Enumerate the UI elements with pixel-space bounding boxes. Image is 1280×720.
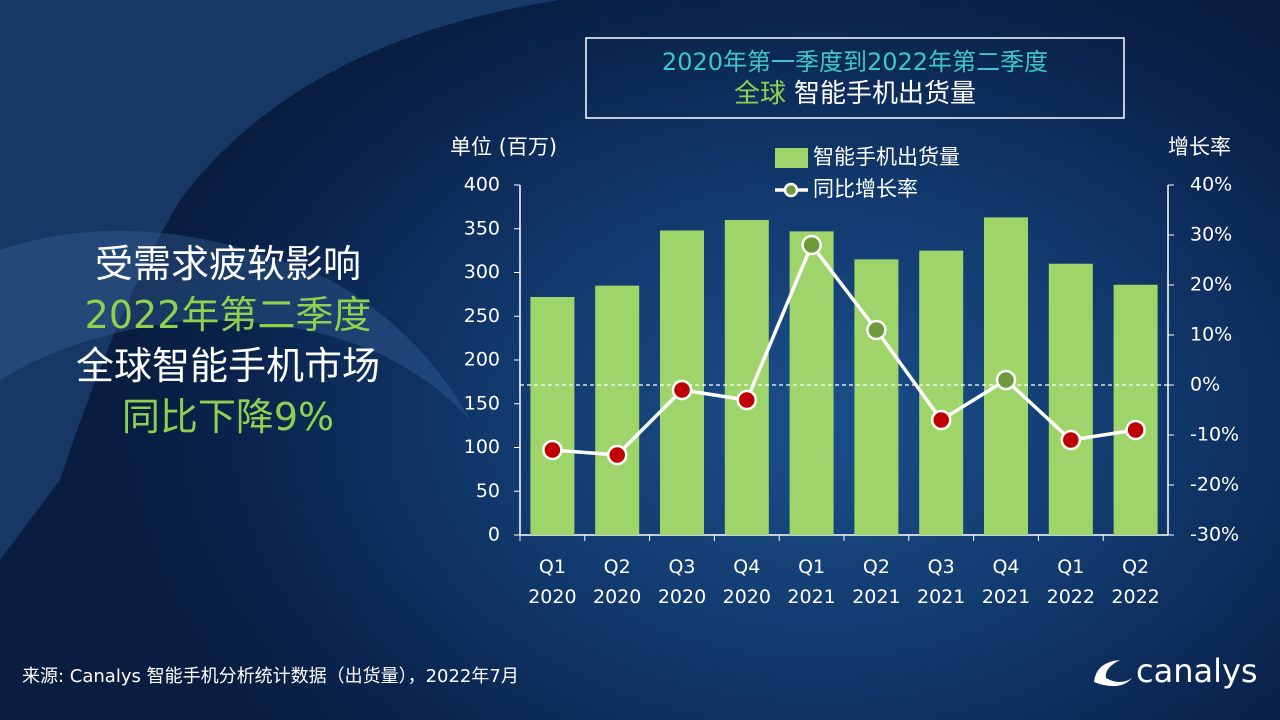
logo-text: canalys	[1136, 652, 1258, 690]
bar	[530, 297, 575, 535]
x-tick-label: Q3 2020	[657, 556, 707, 608]
y2-axis-label: 增长率	[1168, 135, 1231, 159]
growth-marker	[671, 379, 693, 401]
x-tick-label: Q2 2020	[593, 556, 642, 608]
x-tick-label: Q1 2021	[787, 556, 836, 608]
x-tick-label: Q4 2020	[722, 556, 771, 608]
x-tick-label: Q2 2021	[852, 556, 901, 608]
y-tick-label: 250	[464, 305, 500, 327]
subtitle-highlight: 全球	[734, 79, 786, 109]
growth-marker	[1060, 429, 1082, 451]
title-box	[585, 37, 1125, 119]
x-tick-label: Q2 2022	[1111, 556, 1160, 608]
bar	[724, 220, 769, 535]
subtitle-text: 智能手机出货量	[794, 79, 976, 109]
y-axis-label: 单位 (百万)	[450, 135, 557, 159]
legend-swatch	[775, 148, 808, 168]
growth-line	[552, 241, 1136, 457]
growth-marker	[866, 319, 887, 341]
y2-tick-label: -30%	[1190, 524, 1239, 546]
growth-marker	[606, 444, 628, 466]
y2-tick-label: 10%	[1190, 324, 1232, 346]
bar	[854, 259, 899, 535]
y2-tick-label: 20%	[1190, 274, 1232, 296]
y-tick-label: 0	[488, 524, 500, 546]
x-tick-label: Q4 2021	[981, 556, 1031, 608]
x-tick-label: Q3 2021	[917, 556, 966, 608]
logo-icon	[1094, 660, 1132, 687]
growth-marker	[930, 409, 952, 431]
legend-label: 同比增长率	[813, 177, 918, 201]
y-tick-label: 50	[476, 480, 500, 502]
chart-subtitle: 全球 智能手机出货量	[734, 79, 976, 109]
x-tick-label: Q1 2020	[528, 556, 577, 608]
bar	[595, 285, 640, 535]
y-tick-label: 100	[464, 436, 500, 458]
headline-line: 同比下降9%	[121, 395, 335, 439]
y2-tick-label: -20%	[1190, 474, 1239, 496]
growth-marker	[542, 439, 563, 461]
growth-marker	[1125, 419, 1146, 441]
growth-marker	[736, 389, 758, 411]
y-tick-label: 300	[464, 261, 500, 283]
legend-label: 智能手机出货量	[813, 145, 960, 169]
bar	[1048, 263, 1093, 535]
y2-tick-label: 0%	[1190, 374, 1220, 396]
y-tick-label: 350	[464, 217, 500, 239]
bar	[919, 250, 964, 535]
bar	[1113, 284, 1158, 535]
y2-tick-label: 40%	[1190, 174, 1232, 196]
headline-line: 2022年第二季度	[84, 293, 372, 337]
headline-line: 全球智能手机市场	[75, 344, 380, 388]
headline-line: 受需求疲软影响	[94, 242, 361, 286]
legend-swatch	[783, 182, 799, 198]
growth-marker	[995, 369, 1017, 391]
y2-tick-label: 30%	[1190, 224, 1232, 246]
bar	[789, 231, 834, 535]
y-tick-label: 150	[464, 392, 500, 414]
y2-tick-label: -10%	[1190, 424, 1239, 446]
y-tick-label: 200	[464, 349, 500, 371]
growth-marker	[801, 234, 822, 256]
y-tick-label: 400	[464, 174, 500, 196]
source-note: 来源: Canalys 智能手机分析统计数据（出货量），2022年7月	[22, 666, 519, 687]
x-tick-label: Q1 2022	[1046, 556, 1095, 608]
chart-title: 2020年第一季度到2022年第二季度	[662, 48, 1048, 76]
